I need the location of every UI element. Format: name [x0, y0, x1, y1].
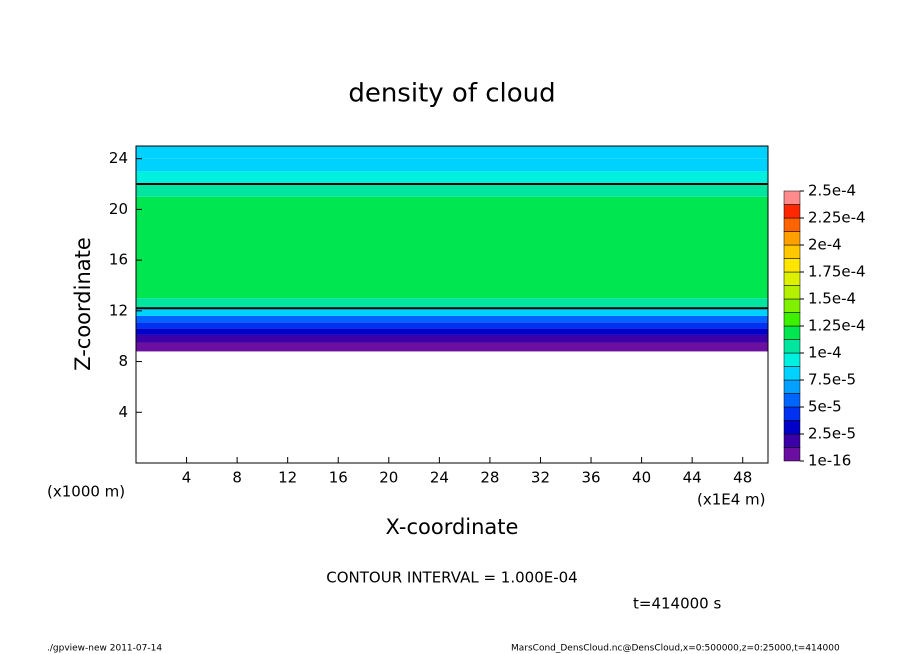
field-band — [136, 196, 768, 299]
colorbar-box — [783, 244, 801, 259]
colorbar-label: 7.5e-5 — [808, 371, 856, 389]
colorbar-box — [783, 271, 801, 286]
x-tick-label: 40 — [632, 469, 651, 487]
colorbar-box — [783, 339, 801, 354]
colorbar-box — [783, 217, 801, 232]
footer-left: ./gpview-new 2011-07-14 — [47, 644, 162, 654]
field-band — [136, 328, 768, 335]
field-band — [136, 146, 768, 159]
contour-interval: CONTOUR INTERVAL = 1.000E-04 — [326, 569, 577, 587]
colorbar-label: 2e-4 — [808, 236, 842, 254]
x-tick-label: 8 — [232, 469, 242, 487]
field-band — [136, 342, 768, 352]
x-unit: (x1E4 m) — [697, 491, 766, 509]
colorbar-box — [783, 285, 801, 300]
colorbar-box — [783, 406, 801, 421]
x-tick-label: 32 — [531, 469, 550, 487]
field-band — [136, 298, 768, 309]
plot-frame — [135, 145, 769, 464]
y-unit: (x1000 m) — [47, 483, 125, 501]
time-label: t=414000 s — [633, 595, 721, 613]
colorbar-label: 1e-16 — [808, 452, 851, 470]
footer-right: MarsCond_DensCloud.nc@DensCloud,x=0:5000… — [511, 644, 840, 654]
colorbar-label: 1.5e-4 — [808, 290, 856, 308]
field-band — [136, 308, 768, 316]
colorbar-box — [783, 231, 801, 246]
y-tick-label: 24 — [109, 149, 128, 167]
colorbar-label: 1.25e-4 — [808, 317, 866, 335]
colorbar-label: 1.75e-4 — [808, 263, 866, 281]
colorbar-box — [783, 190, 801, 205]
x-tick-label: 24 — [430, 469, 449, 487]
colorbar-label: 1e-4 — [808, 344, 842, 362]
x-tick-label: 4 — [182, 469, 192, 487]
colorbar-label: 2.5e-5 — [808, 425, 856, 443]
x-tick-label: 12 — [278, 469, 297, 487]
chart-title: density of cloud — [348, 79, 555, 109]
colorbar-box — [783, 393, 801, 408]
field-band — [136, 315, 768, 323]
x-tick-label: 28 — [480, 469, 499, 487]
colorbar-box — [783, 204, 801, 219]
colorbar-box — [783, 447, 801, 462]
colorbar-box — [783, 352, 801, 367]
colorbar-box — [783, 379, 801, 394]
field-band — [136, 158, 768, 172]
colorbar-box — [783, 298, 801, 313]
colorbar-box — [783, 258, 801, 273]
colorbar-box — [783, 312, 801, 327]
y-tick-label: 4 — [118, 403, 128, 421]
x-tick-label: 20 — [379, 469, 398, 487]
y-tick-label: 16 — [109, 251, 128, 269]
x-tick-label: 16 — [329, 469, 348, 487]
field-band — [136, 322, 768, 329]
colorbar-label: 5e-5 — [808, 398, 842, 416]
field-band — [136, 184, 768, 197]
colorbar-box — [783, 433, 801, 448]
colorbar-box — [783, 325, 801, 340]
x-tick-label: 44 — [683, 469, 702, 487]
field-band — [136, 171, 768, 185]
colorbar-label: 2.5e-4 — [808, 182, 856, 200]
colorbar-box — [783, 366, 801, 381]
colorbar-box — [783, 420, 801, 435]
y-tick-label: 12 — [109, 301, 128, 319]
y-tick-label: 20 — [109, 200, 128, 218]
y-axis-label: Z-coordinate — [71, 237, 95, 371]
x-tick-label: 36 — [581, 469, 600, 487]
colorbar-label: 2.25e-4 — [808, 209, 866, 227]
field-band — [136, 334, 768, 343]
x-axis-label: X-coordinate — [386, 515, 519, 539]
x-tick-label: 48 — [733, 469, 752, 487]
y-tick-label: 8 — [118, 352, 128, 370]
